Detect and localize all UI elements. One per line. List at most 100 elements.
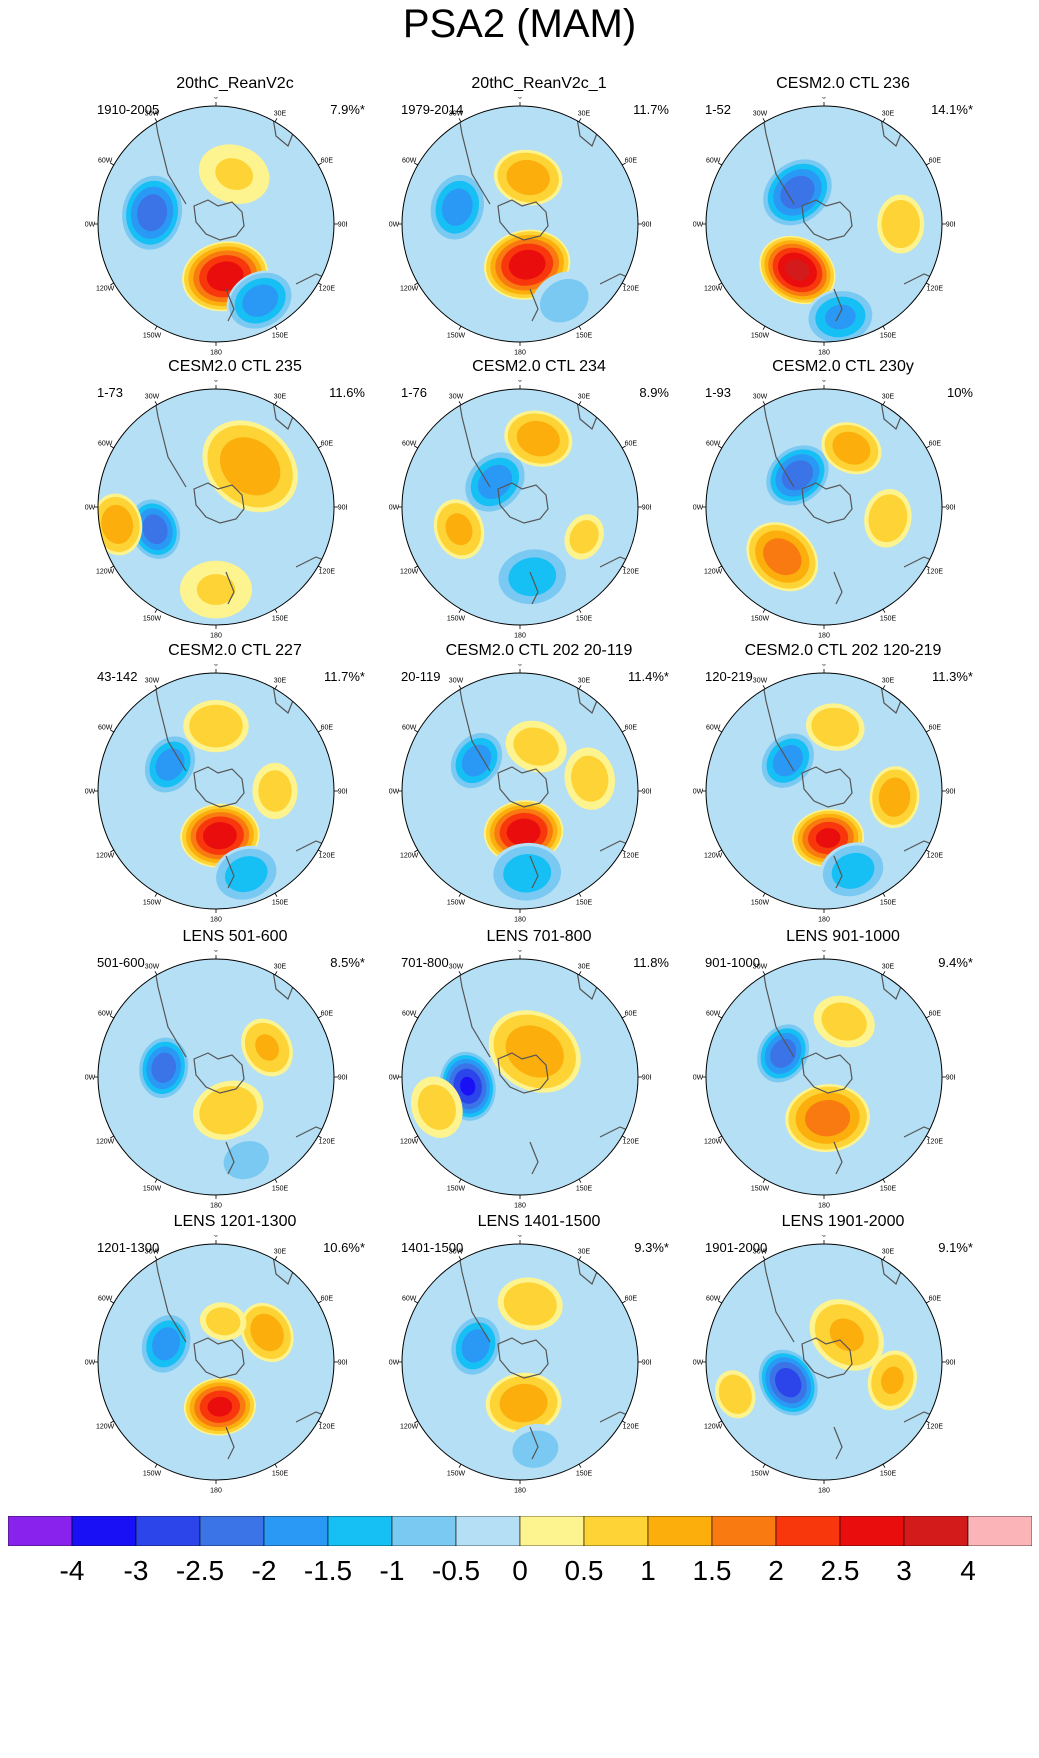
- longitude-label: 90E: [946, 505, 955, 512]
- longitude-tick: [882, 118, 886, 123]
- antarctica-coastline: [193, 766, 245, 808]
- longitude-label: 60E: [625, 1011, 638, 1018]
- longitude-label: 120W: [704, 1424, 723, 1431]
- longitude-tick: [882, 325, 886, 330]
- longitude-label: 150E: [880, 615, 897, 622]
- antarctica-coastline: [801, 1337, 853, 1379]
- longitude-label: 60E: [625, 441, 638, 448]
- panel-variance-percent: 10%: [946, 385, 973, 400]
- longitude-tick: [578, 1256, 582, 1261]
- longitude-label: 150W: [751, 332, 770, 339]
- longitude-tick: [718, 1135, 723, 1139]
- colorbar-swatch: [455, 1516, 521, 1546]
- colorbar-label: -3: [123, 1555, 149, 1586]
- longitude-label: 60W: [706, 1011, 721, 1018]
- longitude-label: 30E: [882, 964, 895, 971]
- longitude-label: 30W: [449, 678, 464, 685]
- longitude-tick: [925, 1300, 930, 1304]
- colorbar-swatch: [263, 1516, 329, 1546]
- anomaly-contour: [763, 538, 802, 576]
- colorbar-swatch: [583, 1516, 649, 1546]
- longitude-label: 90W: [85, 1075, 96, 1082]
- longitude-label: 60E: [929, 158, 942, 165]
- colorbar-label: -1.5: [303, 1555, 353, 1586]
- longitude-tick: [110, 1135, 115, 1139]
- longitude-label: 90W: [693, 789, 704, 796]
- longitude-tick: [110, 1300, 115, 1304]
- longitude-label: 90W: [85, 505, 96, 512]
- anomaly-contour: [207, 1396, 233, 1417]
- anomaly-contour: [868, 494, 908, 543]
- longitude-label: 90E: [642, 789, 651, 796]
- longitude-tick: [621, 1135, 626, 1139]
- longitude-label: 90W: [389, 505, 400, 512]
- longitude-tick: [762, 325, 766, 330]
- anomaly-contour: [821, 1002, 867, 1041]
- panel-period: 1901-2000: [705, 1240, 768, 1255]
- longitude-tick: [882, 608, 886, 613]
- longitude-label: 90W: [85, 1360, 96, 1367]
- anomaly-contour: [137, 194, 168, 232]
- longitude-tick: [762, 892, 766, 897]
- map-background: [98, 1244, 334, 1480]
- longitude-label: 30W: [449, 1249, 464, 1256]
- longitude-label: 150E: [576, 1470, 593, 1477]
- panel-period: 1-93: [705, 385, 732, 400]
- longitude-tick: [154, 118, 158, 123]
- longitude-tick: [317, 1015, 322, 1019]
- longitude-label: 0: [214, 664, 218, 668]
- colorbar-swatch: [711, 1516, 777, 1546]
- anomaly-contour: [508, 249, 546, 280]
- longitude-label: 150E: [272, 615, 289, 622]
- longitude-tick: [762, 971, 766, 976]
- polar-map: 0 30E 60E 90E 120E 150E 180 150W 120W 90W 60W 30W: [85, 97, 347, 357]
- longitude-label: 0: [822, 664, 826, 668]
- antarctica-coastline: [193, 199, 245, 241]
- anomaly-contour: [250, 1313, 284, 1352]
- panel-variance-percent: 9.3%*: [634, 1240, 669, 1255]
- anomaly-contour: [781, 460, 814, 491]
- longitude-tick: [762, 1256, 766, 1261]
- anomaly-contour: [417, 1084, 456, 1130]
- colorbar-label: -4: [59, 1555, 85, 1586]
- longitude-label: 150W: [143, 332, 162, 339]
- longitude-tick: [274, 118, 278, 123]
- longitude-label: 120E: [927, 1139, 944, 1146]
- longitude-tick: [718, 162, 723, 166]
- colorbar-label: -1: [379, 1555, 405, 1586]
- map-panel: 20thC_ReanV2c_1 1979-2014 11.7% 0 30E 60E 90E 1…: [389, 75, 689, 395]
- longitude-label: 180: [818, 1203, 830, 1210]
- longitude-tick: [882, 1178, 886, 1183]
- panel-period: 1401-1500: [401, 1240, 464, 1255]
- longitude-tick: [414, 1300, 419, 1304]
- longitude-tick: [621, 1420, 626, 1424]
- longitude-tick: [762, 1463, 766, 1468]
- longitude-label: 30W: [145, 1249, 160, 1256]
- map-panel: LENS 1901-2000 1901-2000 9.1%* 0 30E 60E 90E 12…: [693, 1213, 993, 1533]
- longitude-label: 60E: [929, 725, 942, 732]
- longitude-label: 60E: [929, 1011, 942, 1018]
- panel-variance-percent: 9.1%*: [938, 1240, 973, 1255]
- panel-variance-percent: 7.9%*: [330, 102, 365, 117]
- longitude-label: 0: [214, 950, 218, 954]
- colorbar-swatch: [391, 1516, 457, 1546]
- anomaly-contour: [881, 199, 920, 249]
- longitude-label: 30E: [274, 678, 287, 685]
- panel-period: 120-219: [705, 669, 753, 684]
- map-background: [706, 959, 942, 1195]
- longitude-label: 60W: [98, 158, 113, 165]
- colorbar-label: 0.5: [564, 1555, 604, 1586]
- longitude-label: 120W: [400, 286, 419, 293]
- anomaly-contour: [775, 1367, 802, 1398]
- longitude-label: 150E: [576, 1185, 593, 1192]
- panel-title: CESM2.0 CTL 230y: [772, 358, 914, 375]
- polar-map: 0 30E 60E 90E 120E 150E 180 150W 120W 90W 60W 30W: [85, 1235, 347, 1495]
- colorbar-swatch: [8, 1516, 73, 1546]
- longitude-label: 60W: [402, 1296, 417, 1303]
- antarctica-coastline: [497, 1052, 549, 1094]
- longitude-label: 150W: [751, 1470, 770, 1477]
- longitude-tick: [458, 325, 462, 330]
- longitude-label: 0: [518, 97, 522, 101]
- longitude-label: 60E: [625, 1296, 638, 1303]
- longitude-label: 150W: [447, 1185, 466, 1192]
